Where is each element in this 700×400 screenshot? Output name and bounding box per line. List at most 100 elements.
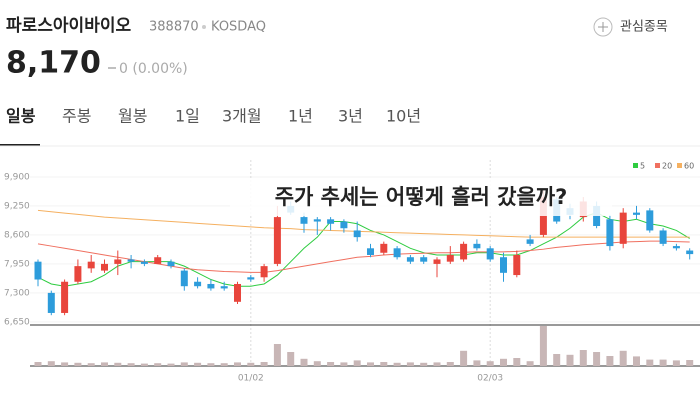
market: KOSDAQ	[211, 20, 266, 35]
candle-body	[154, 257, 162, 264]
volume-bar	[606, 356, 614, 366]
volume-bar	[593, 352, 601, 366]
volume-bar	[127, 363, 135, 366]
candle-body	[327, 219, 335, 224]
candle-body	[220, 286, 228, 289]
legend-label: 5	[640, 162, 645, 171]
tab[interactable]: 일봉	[6, 107, 36, 126]
volume-bar	[513, 358, 521, 366]
volume-bar	[74, 362, 82, 366]
volume-bar	[579, 350, 587, 366]
legend-swatch	[677, 163, 682, 168]
watch-icon	[593, 17, 613, 37]
candle-body	[473, 243, 481, 249]
legend-label: 20	[662, 162, 672, 171]
candle-body	[460, 243, 468, 260]
ma-line	[37, 209, 690, 238]
x-tick-label: 01/02	[238, 374, 264, 384]
candle-body	[114, 259, 122, 264]
volume-bar	[393, 362, 401, 366]
volume-bar	[460, 350, 468, 366]
volume-bar	[154, 363, 162, 366]
tab[interactable]: 월봉	[118, 107, 147, 126]
volume-bar	[553, 354, 561, 366]
volume-bar	[686, 360, 694, 366]
tab[interactable]: 10년	[386, 107, 421, 126]
y-tick-label: 9,900	[4, 172, 30, 182]
candle-body	[101, 263, 108, 271]
candle-body	[433, 259, 441, 264]
volume-bar	[114, 362, 122, 366]
candle-body	[353, 230, 361, 238]
volume-bar	[313, 361, 321, 366]
candle-body	[659, 230, 667, 244]
tab[interactable]: 3년	[338, 107, 363, 126]
candle-body	[167, 261, 175, 267]
watch-plus	[598, 22, 608, 32]
volume-bar	[247, 362, 255, 366]
legend-label: 60	[684, 162, 694, 171]
candle-body	[34, 261, 42, 280]
candle-body	[234, 283, 241, 302]
candle-body	[313, 219, 321, 222]
stock-code: 388870	[149, 20, 199, 35]
volume-bar	[273, 344, 281, 366]
volume-bar	[633, 356, 640, 366]
tab[interactable]: 주봉	[62, 107, 91, 126]
candle-body	[367, 248, 374, 255]
y-tick-label: 7,300	[4, 288, 30, 298]
candle-body	[300, 217, 308, 224]
volume-bar	[367, 362, 374, 366]
candle-body	[207, 283, 215, 289]
volume-bar	[353, 360, 361, 366]
volume-bar	[420, 362, 428, 366]
volume-bar	[287, 352, 295, 366]
ma-line	[37, 240, 690, 273]
volume-bar	[646, 359, 654, 366]
volume-bar	[47, 361, 55, 366]
volume-bar	[61, 362, 69, 366]
y-tick-label: 8,600	[4, 230, 30, 240]
candle-body	[619, 212, 627, 244]
tab[interactable]: 1일	[175, 107, 200, 126]
volume-bar	[619, 350, 627, 366]
candle-body	[420, 257, 428, 262]
volume-bar	[180, 362, 188, 366]
volume-bar	[220, 363, 228, 366]
candle-body	[140, 261, 148, 264]
candle-body	[340, 221, 348, 229]
candle-body	[672, 246, 680, 249]
volume-bar	[566, 354, 574, 366]
candle-body	[247, 277, 255, 280]
candle-body	[406, 257, 414, 262]
candle-body	[273, 217, 281, 264]
legend-swatch	[655, 163, 660, 168]
overlay-box	[230, 180, 612, 216]
volume-bar	[340, 362, 348, 366]
stock-name: 파로스아이바이오	[6, 16, 131, 36]
watch-button[interactable]: 관심종목	[593, 17, 668, 37]
candle-body	[633, 212, 640, 215]
volume-bar	[87, 363, 95, 366]
volume-bar	[433, 362, 441, 366]
volume-bar	[526, 361, 534, 366]
tab[interactable]: 1년	[288, 107, 313, 126]
candle-body	[61, 281, 69, 313]
volume-bar	[34, 362, 42, 366]
volume-bar	[539, 326, 547, 366]
price-change: 0 (0.00%)	[119, 61, 188, 77]
y-tick-label: 7,950	[4, 259, 30, 269]
separator	[202, 25, 206, 29]
candle-body	[446, 254, 454, 262]
candle-body	[87, 261, 95, 269]
price: 8,170	[6, 46, 101, 81]
volume-bar	[300, 358, 308, 366]
candle-body	[74, 266, 82, 282]
tab[interactable]: 3개월	[222, 107, 262, 126]
candle-body	[380, 243, 388, 253]
y-tick-label: 6,650	[4, 317, 30, 327]
volume-bar	[234, 362, 241, 366]
candle-body	[606, 219, 614, 247]
